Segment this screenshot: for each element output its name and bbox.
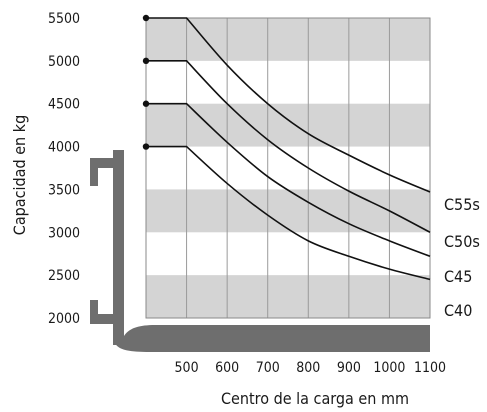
y-tick-label: 4000 — [48, 140, 80, 156]
x-axis-ticks: 500 600 700 800 900 1000 1100 — [175, 360, 446, 376]
gray-band — [146, 275, 430, 318]
x-tick-label: 800 — [296, 360, 320, 376]
curve-c50s — [146, 60, 431, 233]
capacity-curves — [142, 14, 431, 281]
y-tick-label: 3500 — [48, 182, 80, 198]
y-tick-label: 4500 — [48, 97, 80, 113]
curve-c40 — [146, 145, 431, 281]
start-dot-c45 — [142, 100, 150, 107]
start-dot-c55s — [142, 14, 150, 22]
x-tick-label: 1100 — [414, 360, 446, 376]
y-tick-label: 5000 — [48, 54, 80, 70]
start-dot-c50s — [142, 57, 150, 65]
y-tick-label: 3000 — [48, 225, 80, 241]
fork-icon — [90, 150, 430, 352]
y-tick-label: 5500 — [48, 11, 80, 27]
series-label-c40: C40 — [444, 301, 472, 320]
y-axis-label: Capacidad en kg — [10, 115, 29, 235]
series-labels: C55s C50s C45 C40 — [444, 195, 480, 320]
y-axis-ticks: 5500 5000 4500 4000 3500 3000 2500 2000 — [48, 11, 80, 327]
x-tick-label: 500 — [175, 360, 199, 376]
series-label-c55s: C55s — [444, 195, 480, 214]
gray-band — [146, 18, 430, 61]
x-axis-label: Centro de la carga en mm — [221, 389, 409, 408]
gray-band — [146, 103, 430, 147]
start-dot-c40 — [142, 143, 150, 150]
plot-frame — [145, 17, 431, 319]
vertical-gridlines — [186, 18, 390, 318]
gray-band — [146, 189, 430, 233]
series-label-c50s: C50s — [444, 232, 480, 251]
x-tick-label: 900 — [337, 360, 361, 376]
x-tick-label: 700 — [256, 360, 280, 376]
series-label-c45: C45 — [444, 267, 472, 286]
y-tick-label: 2000 — [48, 311, 80, 327]
curve-c55s — [146, 17, 431, 193]
curve-c45 — [146, 102, 431, 258]
y-tick-label: 2500 — [48, 268, 80, 284]
horizontal-bands — [146, 18, 430, 318]
x-tick-label: 600 — [215, 360, 239, 376]
x-tick-label: 1000 — [373, 360, 405, 376]
